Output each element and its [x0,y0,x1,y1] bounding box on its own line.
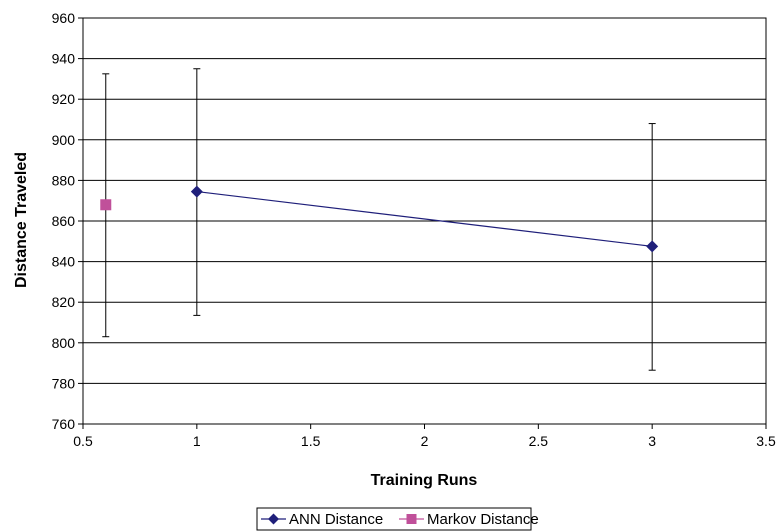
x-axis-title: Training Runs [371,472,478,489]
error-bars [102,68,656,371]
y-tick-label-900: 900 [52,132,76,148]
x-tick-label-1: 1 [193,433,201,449]
legend: ANN Distance Markov Distance [256,507,539,531]
x-tick-label-0.5: 0.5 [73,433,93,449]
x-tick-label-3: 3 [648,433,656,449]
x-axis-ticks: 0.5 1 1.5 2 2.5 3 3.5 [73,424,776,449]
y-tick-label-820: 820 [52,294,76,310]
series-line-0 [196,190,653,247]
data-point-1-0 [100,199,112,211]
y-tick-label-760: 760 [52,416,76,432]
x-tick-label-3.5: 3.5 [756,433,776,449]
legend-ann-diamond-icon [268,513,279,525]
x-tick-label-2: 2 [421,433,429,449]
legend-markov-label: Markov Distance [427,511,539,528]
x-tick-label-1.5: 1.5 [301,433,321,449]
x-tick-label-2.5: 2.5 [529,433,549,449]
y-tick-label-960: 960 [52,10,76,26]
legend-box [256,507,532,531]
series-markers [100,185,659,253]
y-tick-label-920: 920 [52,91,76,107]
y-tick-label-840: 840 [52,254,76,270]
y-axis-ticks: 760 780 800 820 840 860 880 900 920 940 960 [52,10,83,432]
y-axis-title: Distance Traveled [13,152,30,288]
data-point-0-1 [646,240,659,253]
legend-markov-square-icon [406,514,417,524]
y-tick-label-800: 800 [52,335,76,351]
series-lines [196,190,653,247]
legend-ann-label: ANN Distance [289,511,383,528]
y-tick-label-880: 880 [52,172,76,188]
gridlines [83,17,766,425]
y-tick-label-860: 860 [52,213,76,229]
y-tick-label-940: 940 [52,51,76,67]
y-tick-label-780: 780 [52,375,76,391]
data-point-0-0 [190,185,203,198]
